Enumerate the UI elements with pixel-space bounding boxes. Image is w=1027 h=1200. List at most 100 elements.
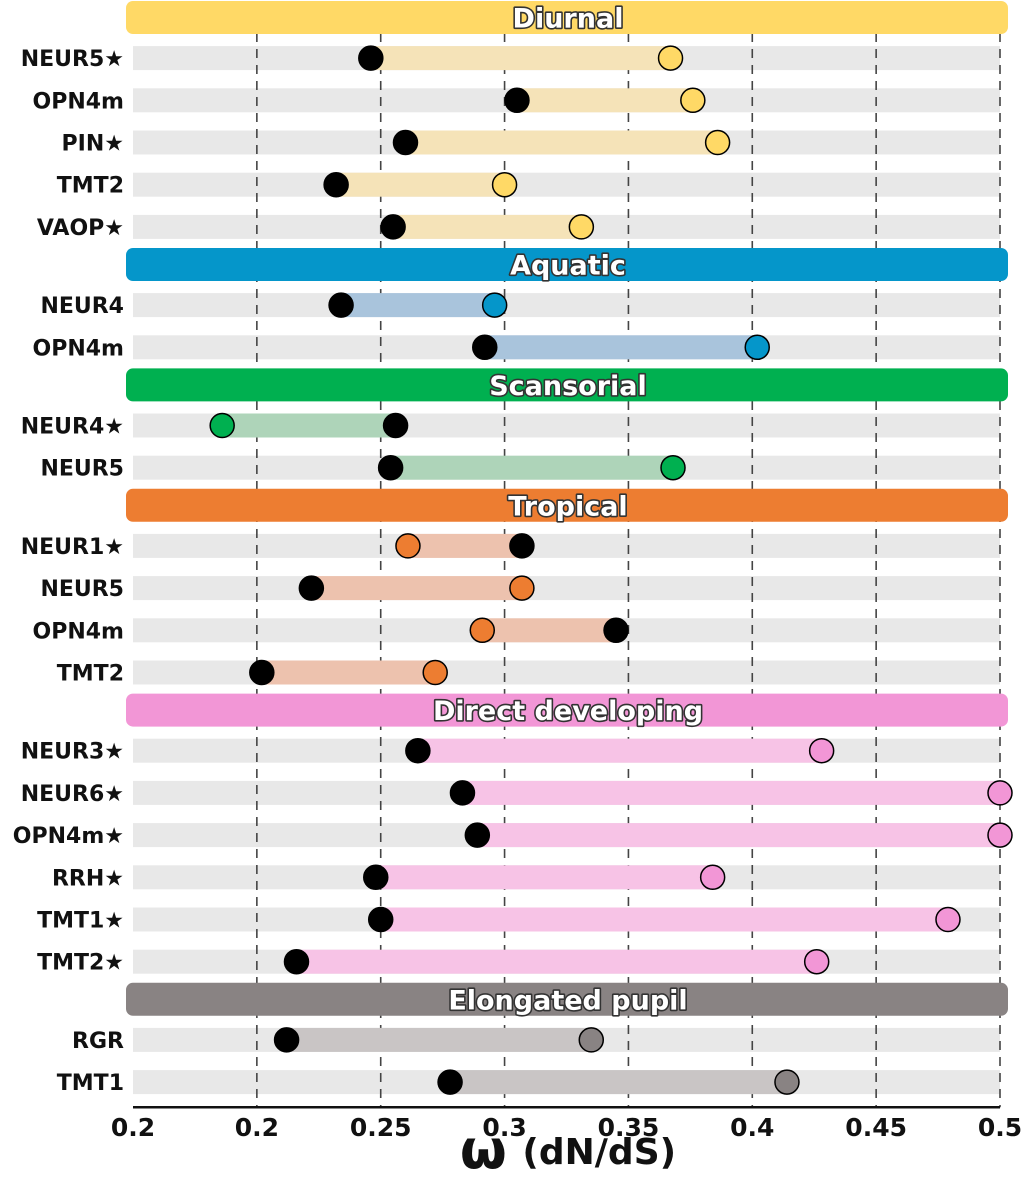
range-bar bbox=[417, 738, 822, 763]
row-label: NEUR3★ bbox=[21, 740, 124, 765]
reference-dot bbox=[603, 617, 629, 644]
row-label: NEUR5 bbox=[40, 577, 124, 602]
row-label: NEUR5 bbox=[40, 457, 124, 482]
row-label: NEUR1★ bbox=[21, 535, 124, 560]
ranges-layer bbox=[222, 46, 1001, 1095]
range-bar bbox=[450, 1070, 787, 1095]
group-dot bbox=[657, 45, 684, 71]
group-dot bbox=[509, 575, 535, 601]
row-label: VAOP★ bbox=[37, 216, 124, 241]
range-bar bbox=[482, 618, 617, 643]
group-dot bbox=[803, 948, 830, 975]
reference-dot bbox=[283, 948, 310, 975]
row-label: TMT2★ bbox=[37, 951, 124, 976]
range-bar bbox=[375, 865, 713, 890]
range-bar bbox=[405, 130, 718, 155]
reference-dot bbox=[464, 822, 491, 848]
reference-dot bbox=[472, 334, 498, 361]
reference-dot bbox=[437, 1069, 463, 1095]
range-bar bbox=[516, 88, 693, 113]
group-banner: Scansorial bbox=[126, 368, 1008, 403]
x-tick-label: 0.45 bbox=[845, 1113, 907, 1142]
reference-dot bbox=[273, 1027, 300, 1053]
group-dot bbox=[680, 87, 706, 114]
group-banner-background bbox=[126, 1, 1008, 34]
banners-layer: Diurnal Aquatic Scansorial Tropical Direct d… bbox=[126, 1, 1008, 1018]
row-label: TMT1★ bbox=[37, 909, 124, 934]
range-bar bbox=[336, 172, 505, 197]
reference-dot bbox=[382, 412, 409, 439]
x-axis-unit: (dN/dS) bbox=[522, 1132, 676, 1173]
reference-dot bbox=[298, 575, 325, 601]
row-track bbox=[133, 533, 1000, 558]
group-dot bbox=[395, 533, 421, 559]
group-title: Direct developing bbox=[433, 696, 703, 727]
row-label: OPN4m bbox=[33, 619, 124, 644]
row-label: NEUR4★ bbox=[21, 415, 124, 440]
group-dot bbox=[660, 454, 686, 481]
group-title: Diurnal bbox=[513, 4, 624, 35]
row-label: TMT2 bbox=[57, 174, 124, 199]
group-banner-background bbox=[126, 982, 1008, 1016]
row-label: TMT1 bbox=[57, 1071, 124, 1096]
row-track bbox=[133, 576, 1000, 601]
x-axis: 0.2 0.2 0.25 0.3 0.35 0.4 0.45 0.5 bbox=[111, 1105, 1022, 1142]
group-banner: Tropical bbox=[126, 488, 1008, 524]
row-label: NEUR4 bbox=[40, 294, 124, 319]
reference-dot bbox=[363, 864, 389, 891]
reference-dot bbox=[377, 454, 404, 481]
x-tick-label: 0.5 bbox=[978, 1113, 1022, 1142]
range-bar bbox=[222, 413, 396, 438]
x-tick-label: 0.35 bbox=[598, 1113, 660, 1142]
group-banner: Aquatic bbox=[126, 248, 1008, 283]
range-bar bbox=[341, 293, 495, 318]
range-bar bbox=[393, 214, 582, 239]
reference-dot bbox=[380, 214, 406, 240]
row-track bbox=[133, 172, 1000, 197]
row-label: NEUR6★ bbox=[21, 782, 124, 807]
group-dot bbox=[209, 412, 235, 439]
group-banner-background bbox=[126, 693, 1008, 727]
row-label: RGR bbox=[72, 1029, 124, 1054]
range-bar bbox=[462, 780, 1001, 805]
x-tick-label: 0.3 bbox=[482, 1113, 526, 1142]
group-dot bbox=[422, 659, 448, 686]
rows-layer bbox=[133, 46, 1000, 1095]
group-dot bbox=[491, 171, 518, 198]
range-bar bbox=[407, 533, 522, 558]
group-dot bbox=[774, 1069, 800, 1095]
group-dot bbox=[744, 334, 770, 361]
range-bar bbox=[380, 907, 948, 932]
group-banner: Direct developing bbox=[126, 693, 1008, 729]
reference-dot bbox=[249, 659, 275, 686]
row-label: OPN4m bbox=[33, 336, 124, 361]
range-bar bbox=[370, 46, 671, 71]
group-banner: Diurnal bbox=[126, 1, 1008, 36]
group-dot bbox=[578, 1027, 605, 1053]
x-tick-label: 0.4 bbox=[730, 1113, 774, 1142]
group-dot bbox=[987, 822, 1013, 848]
row-label: NEUR5★ bbox=[21, 47, 124, 72]
reference-dot bbox=[449, 780, 476, 806]
reference-dot bbox=[358, 45, 384, 71]
group-dot bbox=[935, 906, 961, 933]
group-dot bbox=[987, 780, 1013, 806]
x-axis-title: ω (dN/dS) bbox=[460, 1118, 676, 1181]
row-label: OPN4m bbox=[33, 89, 124, 114]
group-banner-background bbox=[126, 368, 1008, 402]
group-dot bbox=[808, 737, 835, 764]
range-bar bbox=[261, 660, 436, 685]
group-dot bbox=[481, 292, 508, 318]
group-dot bbox=[704, 129, 731, 156]
group-title: Aquatic bbox=[510, 251, 626, 282]
omega-symbol: ω bbox=[460, 1118, 507, 1181]
group-dot bbox=[699, 864, 726, 891]
reference-dot bbox=[405, 737, 431, 764]
x-tick-label: 0.2 bbox=[235, 1113, 279, 1142]
group-banner: Elongated pupil bbox=[126, 982, 1008, 1018]
row-label: RRH★ bbox=[52, 866, 124, 891]
reference-dot bbox=[328, 292, 354, 318]
group-dot bbox=[469, 617, 496, 644]
group-banner-background bbox=[126, 488, 1008, 522]
